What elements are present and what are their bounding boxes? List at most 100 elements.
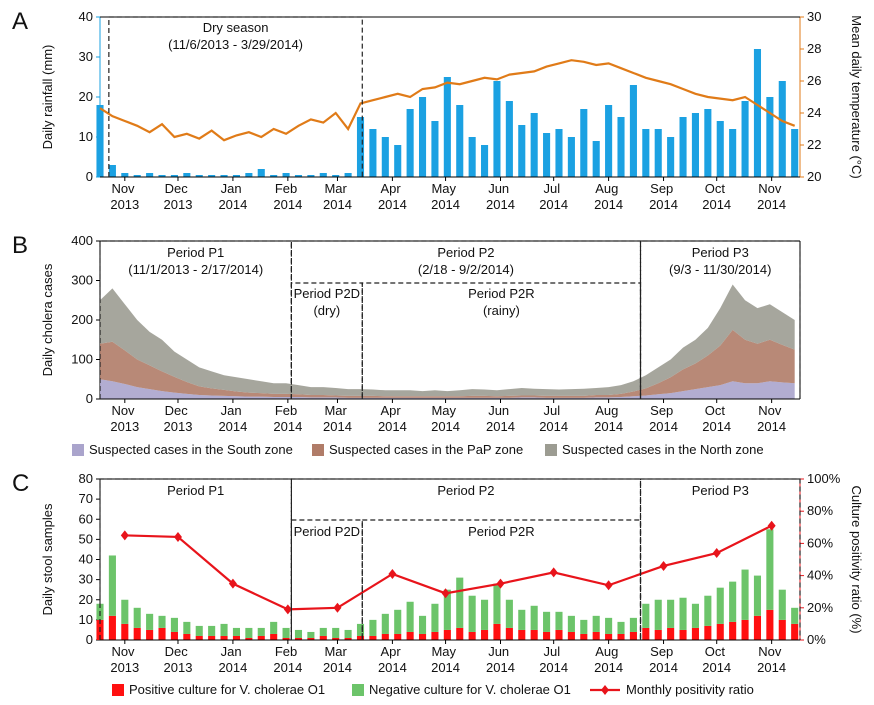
legend-swatch [545, 444, 557, 456]
annotation: Period P2 [437, 483, 494, 498]
point [283, 604, 292, 615]
annotation: Period P1 [167, 245, 224, 260]
y-axis-label: Daily stool samples [40, 503, 55, 615]
x-tick-label: Nov 2014 [757, 181, 786, 212]
bar [431, 121, 439, 177]
bar [232, 175, 240, 177]
bar [617, 117, 625, 177]
bar [381, 613, 389, 634]
bar [121, 173, 129, 177]
bar [319, 173, 327, 177]
x-tick-label: Jun 2014 [486, 181, 515, 212]
y-tick-label: 40 [79, 552, 93, 567]
bar [456, 577, 464, 628]
bar [555, 129, 563, 177]
y-tick-label: 30 [79, 49, 93, 64]
x-tick-label: Jul 2014 [539, 644, 568, 675]
x-tick-label: Oct 2014 [702, 181, 731, 212]
area [100, 329, 795, 398]
bar [344, 637, 352, 640]
bar [270, 633, 278, 640]
x-tick-label: Nov 2013 [110, 403, 139, 434]
bar [245, 637, 253, 640]
bar [294, 629, 303, 638]
bar [704, 595, 712, 626]
bar [704, 109, 712, 177]
bar [307, 637, 315, 640]
point [388, 568, 397, 579]
bar [667, 627, 675, 640]
bar [319, 635, 327, 640]
bar [778, 81, 786, 177]
bar [356, 635, 365, 640]
x-tick-label: Jun 2014 [486, 644, 515, 675]
x-tick-label: Nov 2014 [757, 644, 786, 675]
y2-tick-label: 80% [807, 503, 833, 518]
period-box [361, 282, 642, 399]
y2-tick-label: 24 [807, 105, 821, 120]
annotation: Period P2R [468, 286, 534, 301]
bar [729, 129, 737, 177]
y2-tick-label: 60% [807, 535, 833, 550]
y2-tick-label: 0% [807, 632, 826, 647]
bar [543, 611, 551, 632]
bar [195, 175, 203, 177]
bar [505, 599, 513, 628]
bar [443, 629, 451, 640]
bar [605, 105, 613, 177]
annotation: Period P1 [167, 483, 224, 498]
bar [356, 117, 365, 177]
y-tick-label: 60 [79, 511, 93, 526]
bar [394, 145, 402, 177]
point [441, 588, 450, 599]
bar [270, 175, 278, 177]
bar [195, 635, 203, 640]
annotation: (11/6/2013 - 3/29/2014) [168, 37, 303, 52]
y-tick-label: 50 [79, 531, 93, 546]
x-tick-label: Jul 2014 [539, 403, 568, 434]
y-axis-label: Daily rainfall (mm) [40, 45, 55, 150]
y-tick-label: 10 [79, 129, 93, 144]
y2-tick-label: 40% [807, 568, 833, 583]
bar [158, 627, 166, 640]
x-tick-label: Sep 2014 [649, 403, 678, 434]
bar [691, 627, 699, 640]
period-box [99, 240, 292, 399]
bar [567, 631, 575, 640]
annotation: (dry) [313, 303, 340, 318]
bar [133, 607, 141, 628]
bar [530, 605, 538, 630]
bar [394, 609, 402, 634]
bar [580, 633, 588, 640]
bar [282, 627, 290, 638]
bar [220, 623, 228, 636]
y2-tick-label: 20 [807, 169, 821, 184]
bar [567, 137, 575, 177]
bar [220, 175, 228, 177]
bar [369, 129, 377, 177]
bar [691, 113, 699, 177]
legend-label: Negative culture for V. cholerae O1 [369, 682, 571, 697]
bar [307, 175, 315, 177]
y-tick-label: 40 [79, 9, 93, 24]
point [712, 548, 721, 559]
bar [766, 609, 774, 640]
y2-axis-label: Culture positivity ratio (%) [849, 485, 864, 633]
bar [543, 133, 551, 177]
bar [257, 169, 265, 177]
bar [468, 631, 476, 640]
annotation: (rainy) [483, 303, 520, 318]
x-tick-label: Sep 2014 [649, 181, 678, 212]
bar [332, 637, 340, 640]
point [767, 520, 776, 531]
bar [518, 629, 526, 640]
y-tick-label: 20 [79, 89, 93, 104]
bar [356, 623, 365, 636]
bar [580, 109, 588, 177]
annotation: (11/1/2013 - 2/17/2014) [128, 262, 263, 277]
bar [245, 627, 253, 638]
bar [679, 629, 687, 640]
bar [406, 601, 414, 632]
legend-swatch [601, 685, 609, 695]
